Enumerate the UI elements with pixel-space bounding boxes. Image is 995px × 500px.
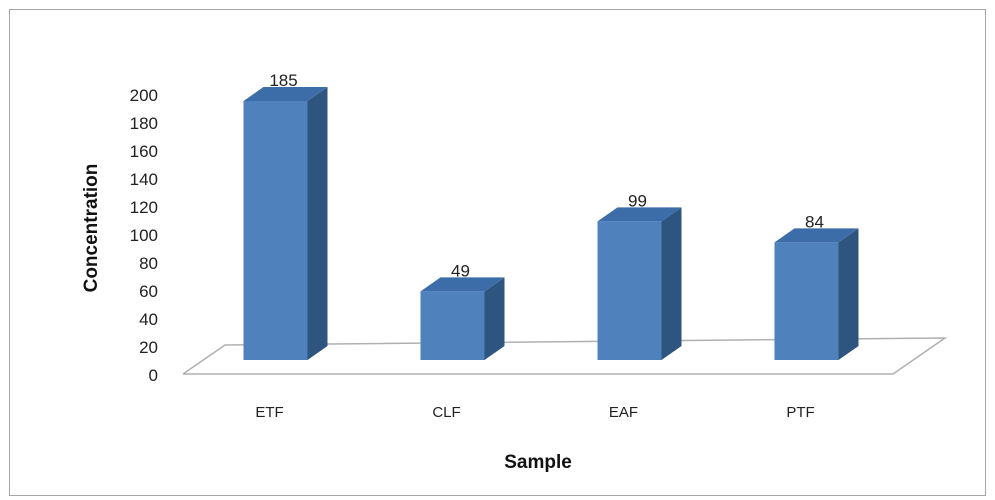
bar-top [774, 228, 859, 243]
y-tick-label: 180 [130, 114, 158, 133]
data-labels: 185 49 99 84 [269, 71, 824, 280]
bar-front [597, 221, 662, 360]
y-tick-label: 120 [130, 198, 158, 217]
y-axis-title: Concentration [81, 164, 102, 293]
data-label: 84 [805, 212, 824, 231]
y-tick-label: 100 [130, 226, 158, 245]
bar-side [661, 207, 682, 360]
bar-front [420, 291, 485, 360]
bar-side [307, 87, 328, 360]
bar-front [774, 242, 839, 360]
x-category-label: CLF [432, 404, 460, 421]
bar-ptf [774, 228, 859, 360]
bar-top [420, 277, 505, 292]
data-label: 99 [628, 191, 647, 210]
y-tick-label: 200 [130, 86, 158, 105]
data-label: 49 [451, 261, 470, 280]
bars [243, 87, 859, 360]
y-tick-label: 20 [139, 338, 158, 357]
x-category-label: PTF [786, 404, 814, 421]
bar-side [484, 277, 505, 360]
floor-outline [182, 337, 948, 375]
chart-floor [182, 337, 948, 375]
x-axis-title: Sample [504, 452, 572, 473]
y-tick-label: 160 [130, 142, 158, 161]
data-label: 185 [269, 71, 297, 90]
x-axis-categories: ETF CLF EAF PTF [255, 404, 814, 421]
bar-front [243, 101, 308, 360]
x-category-label: EAF [609, 404, 638, 421]
y-tick-label: 0 [149, 366, 158, 385]
bar-top [597, 207, 682, 222]
y-tick-label: 60 [139, 282, 158, 301]
bar-top [243, 87, 328, 101]
y-tick-label: 80 [139, 254, 158, 273]
y-tick-label: 40 [139, 310, 158, 329]
x-category-label: ETF [255, 404, 283, 421]
bar-eaf [597, 207, 682, 360]
y-tick-label: 140 [130, 170, 158, 189]
bar-etf [243, 87, 328, 360]
y-axis-ticks: 0 20 40 60 80 100 120 140 160 180 200 [130, 86, 158, 385]
bar-clf [420, 277, 505, 360]
bar-side [838, 228, 859, 360]
